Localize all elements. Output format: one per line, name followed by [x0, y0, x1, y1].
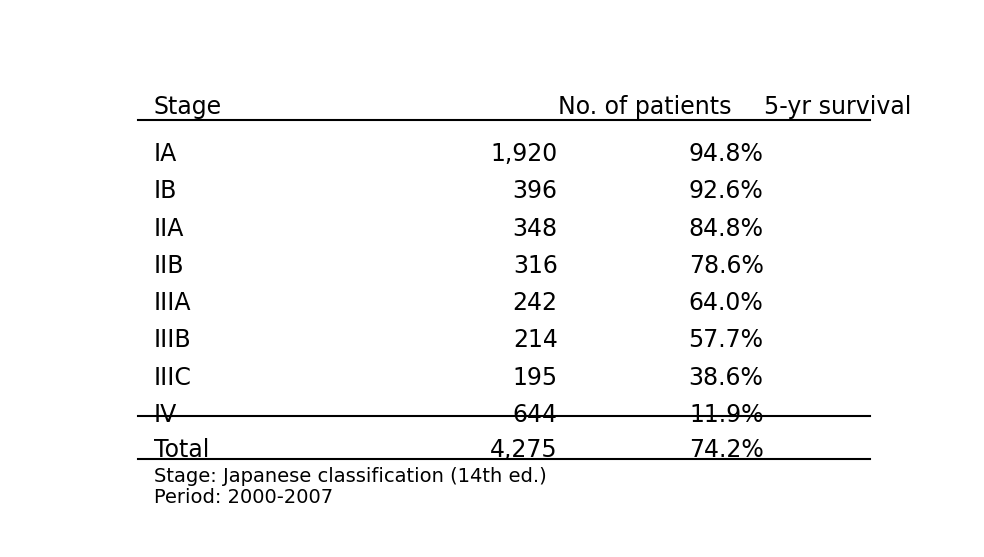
Text: 348: 348: [513, 217, 558, 241]
Text: 4,275: 4,275: [490, 438, 558, 462]
Text: 64.0%: 64.0%: [689, 291, 764, 315]
Text: 396: 396: [513, 179, 558, 203]
Text: IB: IB: [154, 179, 177, 203]
Text: Period: 2000-2007: Period: 2000-2007: [154, 488, 333, 507]
Text: IIIA: IIIA: [154, 291, 191, 315]
Text: 214: 214: [513, 329, 558, 353]
Text: IIIB: IIIB: [154, 329, 191, 353]
Text: Stage: Japanese classification (14th ed.): Stage: Japanese classification (14th ed.…: [154, 467, 546, 486]
Text: 94.8%: 94.8%: [689, 142, 764, 166]
Text: 78.6%: 78.6%: [689, 254, 764, 278]
Text: 242: 242: [513, 291, 558, 315]
Text: IV: IV: [154, 403, 177, 427]
Text: 644: 644: [513, 403, 558, 427]
Text: 38.6%: 38.6%: [689, 366, 764, 390]
Text: No. of patients: No. of patients: [558, 95, 731, 119]
Text: 11.9%: 11.9%: [689, 403, 764, 427]
Text: 195: 195: [513, 366, 558, 390]
Text: 5-yr survival: 5-yr survival: [764, 95, 911, 119]
Text: 74.2%: 74.2%: [689, 438, 764, 462]
Text: Total: Total: [154, 438, 209, 462]
Text: IIB: IIB: [154, 254, 184, 278]
Text: Stage: Stage: [154, 95, 221, 119]
Text: 316: 316: [513, 254, 558, 278]
Text: IIIC: IIIC: [154, 366, 191, 390]
Text: IIA: IIA: [154, 217, 184, 241]
Text: 1,920: 1,920: [490, 142, 558, 166]
Text: 92.6%: 92.6%: [689, 179, 764, 203]
Text: 84.8%: 84.8%: [689, 217, 764, 241]
Text: IA: IA: [154, 142, 177, 166]
Text: 57.7%: 57.7%: [689, 329, 764, 353]
